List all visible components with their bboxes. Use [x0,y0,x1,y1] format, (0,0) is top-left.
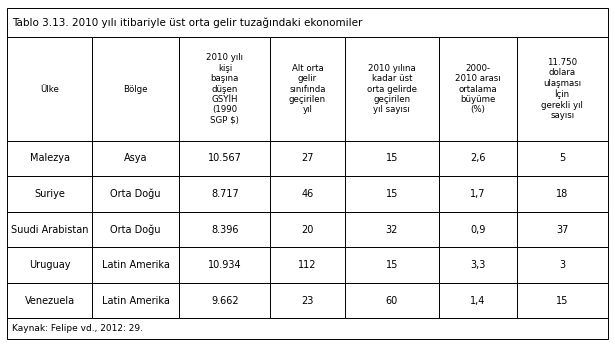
Text: 1,4: 1,4 [470,296,485,306]
Text: Suriye: Suriye [34,189,65,199]
Bar [92,176,180,212]
Text: Latin Amerika: Latin Amerika [101,296,170,306]
Text: 15: 15 [386,189,398,199]
Text: 8.396: 8.396 [211,225,239,235]
Bar [439,283,517,318]
Bar [344,37,439,141]
Text: 20: 20 [301,225,314,235]
Bar [517,37,608,141]
Bar [180,37,271,141]
Text: 27: 27 [301,153,314,163]
Text: Venezuela: Venezuela [25,296,74,306]
Bar [7,8,608,37]
Bar [7,318,608,339]
Text: 0,9: 0,9 [470,225,485,235]
Bar [517,247,608,283]
Text: Asya: Asya [124,153,147,163]
Bar [7,37,92,141]
Bar [271,212,344,247]
Text: 37: 37 [556,225,568,235]
Bar [271,141,344,176]
Bar [180,176,271,212]
Bar [517,176,608,212]
Text: Bölge: Bölge [123,85,148,94]
Text: 2010 yılına
kadar üst
orta gelirde
geçirilen
yıl sayısı: 2010 yılına kadar üst orta gelirde geçir… [367,64,417,114]
Text: 9.662: 9.662 [211,296,239,306]
Bar [92,283,180,318]
Text: Orta Doğu: Orta Doğu [110,189,161,199]
Text: 46: 46 [301,189,314,199]
Bar [92,141,180,176]
Bar [439,247,517,283]
Text: Ülke: Ülke [40,85,59,94]
Text: Malezya: Malezya [30,153,69,163]
Bar [180,141,271,176]
Bar [271,247,344,283]
Bar [517,141,608,176]
Bar [271,176,344,212]
Text: 10.934: 10.934 [208,260,242,270]
Text: 3: 3 [559,260,565,270]
Bar [344,176,439,212]
Text: 2,6: 2,6 [470,153,486,163]
Text: 112: 112 [298,260,317,270]
Text: 15: 15 [386,153,398,163]
Text: 23: 23 [301,296,314,306]
Text: 10.567: 10.567 [208,153,242,163]
Text: 5: 5 [559,153,565,163]
Text: 2000-
2010 arası
ortalama
büyüme
(%): 2000- 2010 arası ortalama büyüme (%) [455,64,501,114]
Text: Latin Amerika: Latin Amerika [101,260,170,270]
Text: 60: 60 [386,296,398,306]
Text: 11.750
dolara
ulaşması
İçin
gerekli yıl
sayısı: 11.750 dolara ulaşması İçin gerekli yıl … [541,58,583,120]
Bar [7,176,92,212]
Text: Tablo 3.13. 2010 yılı itibariyle üst orta gelir tuzağındaki ekonomiler: Tablo 3.13. 2010 yılı itibariyle üst ort… [12,17,363,28]
Text: Alt orta
gelir
sınıfında
geçirilen
yıl: Alt orta gelir sınıfında geçirilen yıl [289,64,326,114]
Text: Kaynak: Felipe vd., 2012: 29.: Kaynak: Felipe vd., 2012: 29. [12,324,143,333]
Bar [180,247,271,283]
Text: 2010 yılı
kişi
başına
düşen
GSYİH
(1990
SGP $): 2010 yılı kişi başına düşen GSYİH (1990 … [207,53,244,125]
Text: Orta Doğu: Orta Doğu [110,224,161,235]
Text: Uruguay: Uruguay [29,260,70,270]
Bar [7,247,92,283]
Bar [180,212,271,247]
Bar [344,247,439,283]
Bar [7,141,92,176]
Bar [180,283,271,318]
Bar [344,283,439,318]
Text: 1,7: 1,7 [470,189,486,199]
Text: 32: 32 [386,225,398,235]
Text: 3,3: 3,3 [470,260,485,270]
Bar [7,212,92,247]
Text: 8.717: 8.717 [211,189,239,199]
Bar [92,247,180,283]
Bar [439,141,517,176]
Text: Suudi Arabistan: Suudi Arabistan [11,225,89,235]
Text: 18: 18 [556,189,568,199]
Bar [92,212,180,247]
Bar [517,212,608,247]
Bar [271,37,344,141]
Bar [439,176,517,212]
Bar [271,283,344,318]
Bar [439,212,517,247]
Text: 15: 15 [556,296,568,306]
Bar [517,283,608,318]
Bar [7,283,92,318]
Bar [439,37,517,141]
Bar [344,141,439,176]
Bar [344,212,439,247]
Text: 15: 15 [386,260,398,270]
Bar [92,37,180,141]
